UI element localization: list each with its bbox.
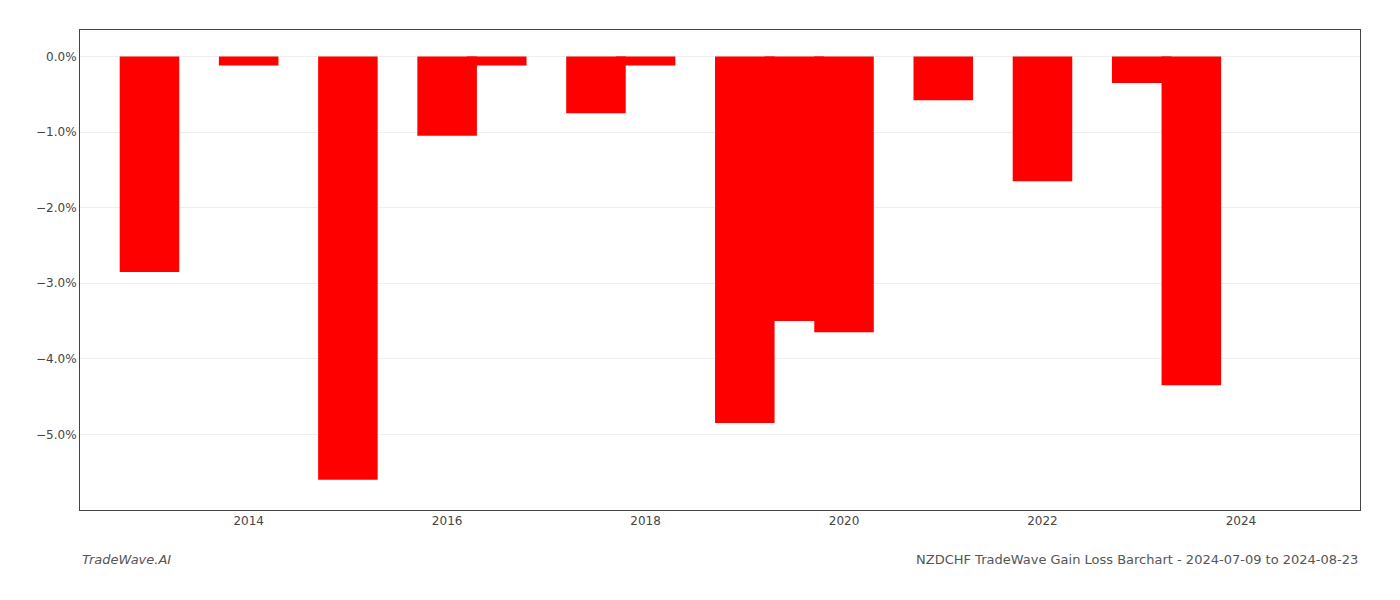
svg-text:−3.0%: −3.0% (36, 276, 77, 290)
svg-text:NZDCHF TradeWave Gain Loss Bar: NZDCHF TradeWave Gain Loss Barchart - 20… (916, 552, 1358, 567)
svg-text:2022: 2022 (1027, 514, 1058, 528)
svg-text:2018: 2018 (630, 514, 661, 528)
svg-text:2024: 2024 (1226, 514, 1257, 528)
svg-text:−5.0%: −5.0% (36, 428, 77, 442)
svg-text:−1.0%: −1.0% (36, 125, 77, 139)
svg-text:TradeWave.AI: TradeWave.AI (82, 552, 171, 567)
svg-text:2014: 2014 (233, 514, 264, 528)
svg-text:0.0%: 0.0% (46, 50, 77, 64)
svg-text:−2.0%: −2.0% (36, 201, 77, 215)
svg-text:2020: 2020 (829, 514, 860, 528)
svg-text:2016: 2016 (432, 514, 463, 528)
svg-text:−4.0%: −4.0% (36, 352, 77, 366)
